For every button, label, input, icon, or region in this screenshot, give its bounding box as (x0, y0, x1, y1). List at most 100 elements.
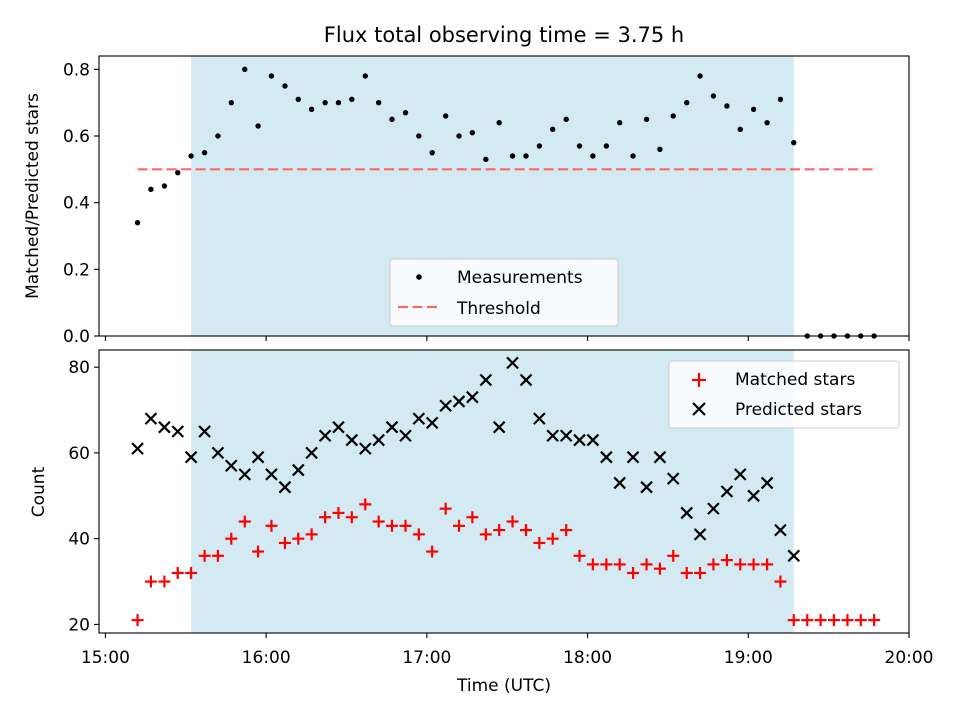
matched-star-point (560, 524, 573, 537)
matched-star-point (292, 532, 305, 545)
predicted-star-point (707, 502, 720, 515)
predicted-star-point (144, 412, 158, 425)
measurement-point (536, 143, 543, 149)
measurement-point (349, 96, 355, 103)
matched-star-point (385, 519, 398, 532)
predicted-star-point (559, 429, 573, 443)
matched-star-point (399, 519, 412, 532)
predicted-star-point (600, 450, 613, 464)
measurement-point (469, 129, 476, 136)
measurement-point (670, 113, 676, 119)
predicted-stars-points (131, 356, 801, 563)
predicted-star-point (265, 468, 278, 481)
predicted-star-point (626, 450, 640, 464)
legend-matched-marker (692, 373, 706, 387)
measurement-point (242, 66, 248, 73)
measurement-point (617, 119, 623, 126)
x-tick-label: 15:00 (81, 648, 130, 668)
predicted-star-point (251, 450, 265, 464)
matched-star-point (613, 558, 626, 571)
predicted-star-point (666, 472, 680, 485)
measurement-point (630, 153, 636, 159)
measurement-point (603, 143, 610, 149)
matched-star-point (278, 536, 291, 549)
matched-star-point (319, 511, 332, 524)
top-x-ticks (104, 336, 910, 341)
predicted-star-point (452, 395, 466, 408)
predicted-star-point (760, 476, 774, 490)
predicted-star-point (412, 412, 426, 425)
matched-star-point (734, 558, 747, 571)
top-y-tick-label: 0.4 (63, 194, 90, 214)
matched-star-point (841, 614, 854, 627)
matched-star-point (479, 528, 492, 541)
predicted-star-point (774, 523, 787, 537)
x-tick-label: 20:00 (885, 648, 934, 668)
measurement-point (148, 186, 154, 193)
measurement-point (402, 109, 409, 116)
predicted-star-point (131, 442, 144, 455)
bottom-y-tick-label: 60 (68, 444, 90, 464)
predicted-star-point (439, 399, 452, 413)
top-y-tick-label: 0.8 (63, 60, 90, 80)
bottom-y-tick-label: 20 (68, 615, 90, 635)
measurement-point (362, 73, 369, 79)
measurement-point (549, 126, 556, 133)
matched-star-point (720, 554, 733, 567)
measurement-point (335, 99, 342, 106)
top-y-axis-label: Matched/Predicted stars (23, 93, 43, 299)
measurement-point (161, 183, 168, 189)
matched-star-point (520, 524, 533, 537)
measurement-point (777, 96, 784, 103)
bottom-y-tick-label: 40 (68, 530, 90, 550)
predicted-star-point (733, 468, 747, 481)
top-axes-frame (98, 55, 910, 337)
matched-star-point (627, 566, 640, 579)
bottom-axes-frame (98, 349, 910, 634)
matched-star-point (359, 498, 372, 511)
predicted-star-point (747, 489, 760, 503)
bottom-x-ticks: 15:00 16:00 17:00 18:00 19:00 20:00 (81, 633, 934, 668)
predicted-star-point (720, 485, 734, 498)
measurement-point (201, 149, 208, 156)
measurement-point (282, 83, 288, 89)
matched-star-point (640, 558, 653, 571)
measurement-point (228, 99, 234, 106)
predicted-star-point (479, 373, 493, 387)
matched-star-point (198, 549, 211, 562)
predicted-star-point (292, 463, 305, 477)
matched-star-point (600, 558, 613, 571)
measurement-point (750, 106, 757, 113)
bottom-y-ticks: 20 40 60 80 (68, 358, 99, 635)
legend-predicted-label: Predicted stars (735, 400, 862, 420)
predicted-star-point (332, 420, 345, 434)
measurement-point (308, 106, 315, 113)
measurement-point (268, 73, 275, 79)
matched-star-point (466, 511, 479, 524)
matched-star-point (573, 549, 586, 562)
matched-star-point (493, 524, 506, 537)
matched-star-point (453, 519, 465, 532)
predicted-star-point (506, 356, 519, 370)
legend-predicted-marker (692, 402, 706, 416)
predicted-star-point (640, 480, 653, 494)
measurement-point (764, 119, 770, 126)
predicted-star-point (158, 420, 171, 434)
predicted-star-point (533, 412, 546, 425)
measurement-point (389, 116, 395, 123)
legend-measurements-marker (416, 274, 422, 280)
matched-star-point (185, 566, 198, 579)
matched-star-point (439, 502, 452, 515)
bottom-legend: Matched stars Predicted stars (668, 360, 900, 429)
measurement-point (375, 99, 382, 106)
predicted-star-point (318, 429, 332, 443)
legend-measurements-label: Measurements (457, 268, 583, 288)
matched-star-point (680, 566, 693, 579)
measurement-point (429, 149, 435, 156)
matched-star-point (372, 515, 385, 528)
predicted-star-point (359, 442, 372, 455)
predicted-star-point (425, 416, 439, 430)
measurement-point (684, 99, 690, 106)
